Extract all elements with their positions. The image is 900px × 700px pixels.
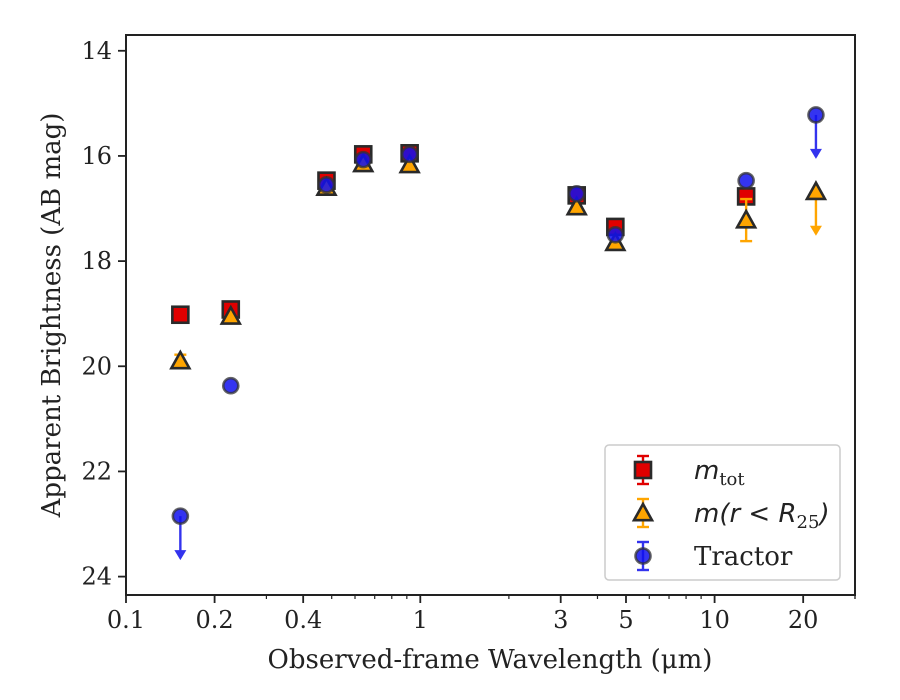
- data-point-circle: [221, 376, 240, 395]
- data-point-circle: [807, 106, 825, 124]
- legend-label: mtot: [694, 456, 745, 490]
- data-point-circle: [317, 176, 336, 194]
- legend-marker-triangle: [631, 501, 655, 522]
- y-tick-label: 18: [81, 247, 112, 275]
- y-axis-label: Apparent Brightness (AB mag): [37, 113, 67, 519]
- x-tick-label: 20: [788, 606, 819, 634]
- data-point-circle: [400, 145, 419, 164]
- x-tick-label: 3: [553, 606, 568, 634]
- upper-limit-arrowhead: [809, 148, 822, 159]
- data-point-circle: [737, 171, 755, 190]
- series-0: [171, 144, 756, 325]
- data-point-square: [171, 305, 190, 325]
- data-point-triangle: [169, 349, 192, 370]
- upper-limit-arrowhead: [809, 225, 822, 236]
- legend: mtot m(r < R25) Tractor: [604, 444, 841, 581]
- series-2: [171, 106, 825, 561]
- data-point-circle: [567, 184, 586, 203]
- x-tick-label: 0.4: [284, 606, 322, 634]
- y-tick-label: 16: [81, 142, 112, 170]
- data-marks: [169, 106, 828, 561]
- legend-marker-square: [633, 460, 653, 480]
- data-point-triangle: [565, 195, 588, 216]
- x-axis-label: Observed-frame Wavelength (μm): [268, 645, 713, 675]
- x-tick-label: 5: [618, 606, 633, 634]
- data-point-circle: [354, 150, 373, 169]
- data-point-triangle: [804, 180, 828, 201]
- data-point-circle: [171, 507, 190, 525]
- x-tick-label: 10: [699, 606, 730, 634]
- plot-frame: [125, 34, 856, 596]
- data-point-triangle: [398, 153, 421, 174]
- x-tick-label: 0.2: [196, 606, 234, 634]
- x-tick-label: 1: [413, 606, 428, 634]
- data-point-triangle: [219, 304, 242, 325]
- y-tick-label: 20: [81, 352, 112, 380]
- legend-label: m(r < R25): [694, 499, 830, 533]
- series-1: [169, 152, 828, 370]
- legend-marker-circle: [634, 547, 652, 565]
- data-point-triangle: [734, 208, 758, 229]
- y-tick-label: 14: [81, 37, 112, 65]
- upper-limit-arrowhead: [174, 550, 187, 561]
- axis-ticks: 0.1 0.2 0.4 1 3 5 10 20 14 16 18 20 22 24: [81, 37, 856, 634]
- data-point-circle: [606, 226, 625, 244]
- legend-box: [604, 444, 841, 581]
- y-tick-label: 24: [81, 563, 112, 591]
- y-tick-label: 22: [81, 457, 112, 485]
- x-tick-label: 0.1: [107, 606, 145, 634]
- legend-label: Tractor: [694, 542, 793, 572]
